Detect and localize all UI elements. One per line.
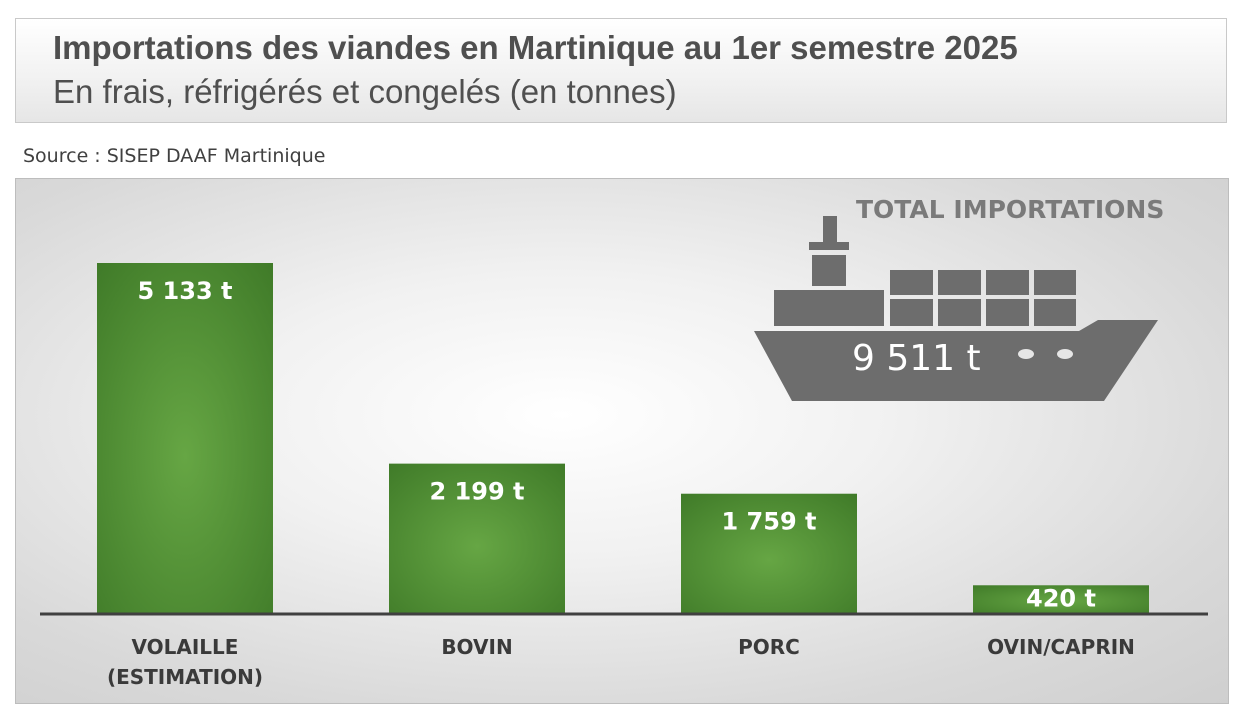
- chart-subtitle: En frais, réfrigérés et congelés (en ton…: [53, 73, 677, 110]
- bar-value-label: 1 759 t: [722, 508, 817, 536]
- category-label: VOLAILLE: [132, 635, 239, 659]
- category-label: PORC: [738, 635, 800, 659]
- category-label: OVIN/CAPRIN: [987, 635, 1135, 659]
- bar-0: [97, 263, 273, 614]
- category-label: BOVIN: [441, 635, 512, 659]
- bar-3: [973, 585, 1149, 614]
- bar-value-label: 5 133 t: [138, 277, 233, 305]
- chart-title: Importations des viandes en Martinique a…: [53, 29, 1018, 66]
- bar-value-label: 2 199 t: [430, 478, 525, 506]
- total-title: TOTAL IMPORTATIONS: [856, 195, 1165, 224]
- total-value: 9 511 t: [852, 338, 981, 379]
- bar-chart: 5 133 t 2 199 t 1 759 t 420 t 9 511 t: [40, 216, 1208, 689]
- source-note: Source : SISEP DAAF Martinique: [23, 145, 326, 167]
- title-box: Importations des viandes en Martinique a…: [15, 18, 1227, 123]
- category-label: (ESTIMATION): [107, 665, 263, 689]
- bar-value-label: 420 t: [1026, 584, 1096, 612]
- cargo-ship-icon: 9 511 t: [754, 216, 1158, 401]
- bar-2: [681, 493, 857, 614]
- bar-1: [389, 463, 565, 614]
- category-labels: VOLAILLE (ESTIMATION) BOVIN PORC OVIN/CAPRIN: [107, 635, 1135, 689]
- chart-panel: 5 133 t 2 199 t 1 759 t 420 t 9 511 t: [15, 178, 1229, 704]
- bars-layer: 5 133 t 2 199 t 1 759 t 420 t: [97, 263, 1149, 614]
